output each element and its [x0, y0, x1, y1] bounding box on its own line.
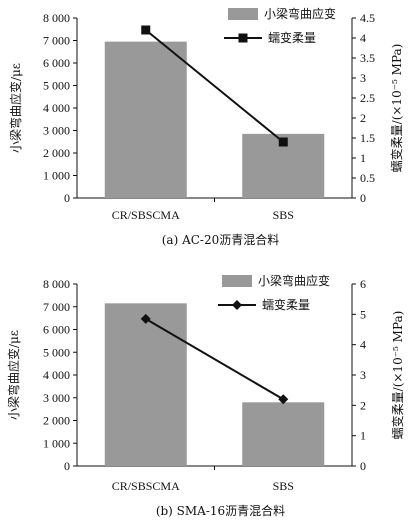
line-point-2 [278, 137, 288, 147]
right-tick-label: 2.5 [360, 91, 375, 105]
left-axis-title: 小梁弯曲应变/με [6, 330, 21, 420]
right-tick-label: 2 [360, 111, 366, 125]
right-tick-label: 3.5 [360, 51, 375, 65]
left-tick-label: 5 000 [43, 345, 70, 359]
left-tick-label: 2 000 [43, 414, 70, 428]
left-tick-label: 4 000 [43, 368, 70, 382]
right-tick-label: 5 [360, 307, 366, 321]
left-tick-label: 3 000 [43, 391, 70, 405]
left-axis-title: 小梁弯曲应变/με [8, 63, 23, 153]
line-point-2 [278, 394, 289, 405]
right-tick-label: 2 [360, 398, 366, 412]
right-tick-label: 4.5 [360, 11, 375, 25]
chart-caption: (a) AC-20沥青混合料 [162, 232, 280, 247]
left-tick-label: 5 000 [43, 79, 70, 93]
chart-caption: (b) SMA-16沥青混合料 [156, 503, 285, 518]
left-tick-label: 3 000 [43, 124, 70, 138]
chart-panel-a: 0 1 000 2 000 3 000 4 000 5 000 6 000 7 000 8 00… [8, 6, 404, 247]
category-label: SBS [273, 479, 294, 493]
bar-1 [104, 303, 187, 466]
right-tick-label: 3 [360, 368, 366, 382]
bar-2 [242, 402, 325, 466]
legend-bar-label: 小梁弯曲应变 [264, 6, 336, 21]
category-label: SBS [273, 208, 294, 222]
legend-line-marker [238, 33, 248, 43]
left-tick-label: 7 000 [43, 34, 70, 48]
left-tick-label: 6 000 [43, 56, 70, 70]
right-tick-label: 1 [360, 151, 366, 165]
creep-line [145, 29, 284, 143]
legend-line-label: 蠕变柔量 [268, 30, 316, 45]
right-axis-title: 蠕变柔量/(×10⁻⁵ MPa) [389, 44, 404, 173]
left-tick-label: 0 [64, 191, 70, 205]
left-tick-label: 1 000 [43, 169, 70, 183]
legend-line-marker [232, 300, 242, 310]
left-tick-label: 6 000 [43, 323, 70, 337]
legend-bar-label: 小梁弯曲应变 [258, 273, 330, 288]
right-tick-label: 3 [360, 71, 366, 85]
legend-bar-swatch [228, 8, 258, 20]
right-tick-label: 4 [360, 31, 366, 45]
legend-line-label: 蠕变柔量 [262, 297, 310, 312]
line-point-1 [141, 25, 151, 35]
legend-bar-swatch [222, 275, 252, 287]
left-tick-label: 0 [64, 459, 70, 473]
left-tick-label: 1 000 [43, 436, 70, 450]
left-tick-label: 8 000 [43, 11, 70, 25]
right-tick-label: 0 [360, 459, 366, 473]
left-tick-label: 7 000 [43, 300, 70, 314]
right-tick-label: 0.5 [360, 171, 375, 185]
left-tick-label: 8 000 [43, 277, 70, 291]
right-axis-title: 蠕变柔量/(×10⁻⁵ MPa) [390, 311, 405, 440]
right-tick-label: 4 [360, 338, 366, 352]
creep-line [145, 318, 284, 401]
category-label: CR/SBSCMA [112, 479, 180, 493]
right-tick-label: 1 [360, 429, 366, 443]
left-tick-label: 2 000 [43, 146, 70, 160]
chart-panel-b: 0 1 000 2 000 3 000 4 000 5 000 6 000 7 000 8 00… [6, 273, 405, 518]
category-label: CR/SBSCMA [112, 208, 180, 222]
bar-1 [104, 41, 187, 198]
left-tick-label: 4 000 [43, 101, 70, 115]
right-tick-label: 6 [360, 277, 366, 291]
line-point-1 [140, 313, 151, 324]
right-tick-label: 0 [360, 191, 366, 205]
right-tick-label: 1.5 [360, 131, 375, 145]
